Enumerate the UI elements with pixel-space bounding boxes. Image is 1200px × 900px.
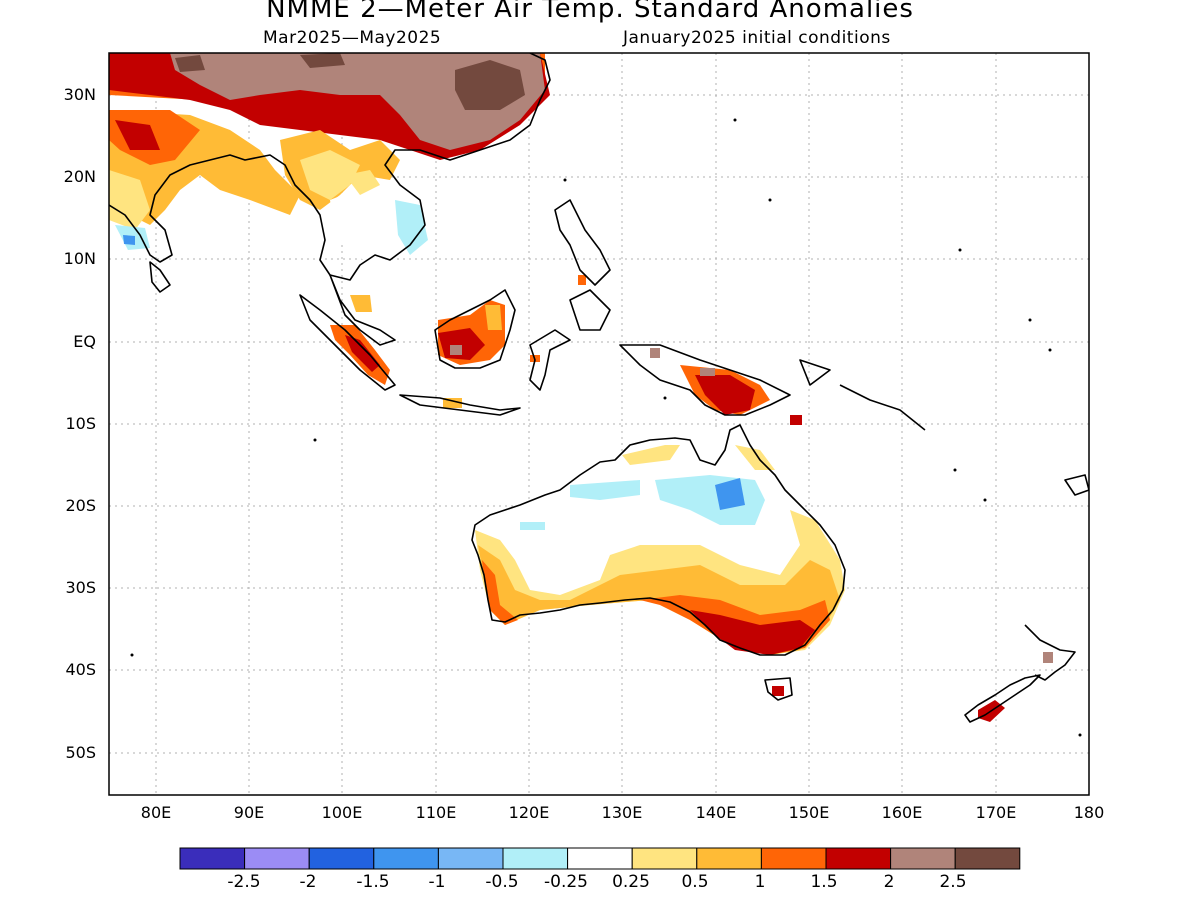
lon-label-130e: 130E [601,803,643,822]
colorbar-label: 2.5 [939,872,967,892]
lat-label-10s: 10S [65,414,96,433]
colorbar-swatch [890,847,956,870]
islands [130,118,1082,737]
colorbar-swatch [567,847,633,870]
lat-label-30s: 30S [65,578,96,597]
maritime-anomalies [330,275,802,425]
lat-label-10n: 10N [63,249,96,268]
colorbar-swatch [308,847,375,870]
lat-label-30n: 30N [63,85,96,104]
lon-label-110e: 110E [415,803,457,822]
map-title: NMME 2—Meter Air Temp. Standard Anomalie… [266,0,914,24]
colorbar-label: -2 [299,872,317,892]
colorbar [179,847,1021,870]
colorbar-swatch [631,847,698,870]
map-frame [108,52,1090,796]
lon-label-150e: 150E [788,803,830,822]
colorbar-label: -0.5 [485,872,519,892]
lon-label-120e: 120E [508,803,550,822]
colorbar-label: 0.5 [681,872,709,892]
colorbar-label: -1 [428,872,446,892]
lon-label-170e: 170E [975,803,1017,822]
colorbar-label: 2 [883,872,895,892]
lon-label-90e: 90E [233,803,265,822]
colorbar-label: -1.5 [356,872,390,892]
lon-label-180: 180 [1073,803,1105,822]
lat-label-20n: 20N [63,167,96,186]
colorbar-swatch [825,847,892,870]
asia-anomalies [109,53,550,265]
colorbar-label: 1 [754,872,766,892]
colorbar-swatch [696,847,762,870]
forecast-period: Mar2025—May2025 [263,28,442,48]
colorbar-swatch [502,847,569,870]
lon-label-160e: 160E [881,803,923,822]
colorbar-swatch [179,847,246,870]
colorbar-swatch [437,847,504,870]
colorbar-label: -0.25 [544,872,588,892]
colorbar-swatch [373,847,439,870]
colorbar-label: -2.5 [227,872,261,892]
colorbar-label: 1.5 [810,872,838,892]
coastlines [109,53,1089,723]
lat-label-40s: 40S [65,660,96,679]
lon-label-80e: 80E [140,803,172,822]
colorbar-label: 0.25 [612,872,650,892]
lon-label-140e: 140E [695,803,737,822]
colorbar-swatch [244,847,310,870]
lon-label-100e: 100E [321,803,363,822]
lat-label-20s: 20S [65,496,96,515]
lat-label-50s: 50S [65,743,96,762]
australia-anomalies [475,425,845,696]
lat-label-eq: EQ [73,332,96,351]
colorbar-swatch [760,847,827,870]
initial-conditions: January2025 initial conditions [623,28,891,48]
gridlines [109,53,1089,795]
colorbar-swatch [954,847,1021,870]
